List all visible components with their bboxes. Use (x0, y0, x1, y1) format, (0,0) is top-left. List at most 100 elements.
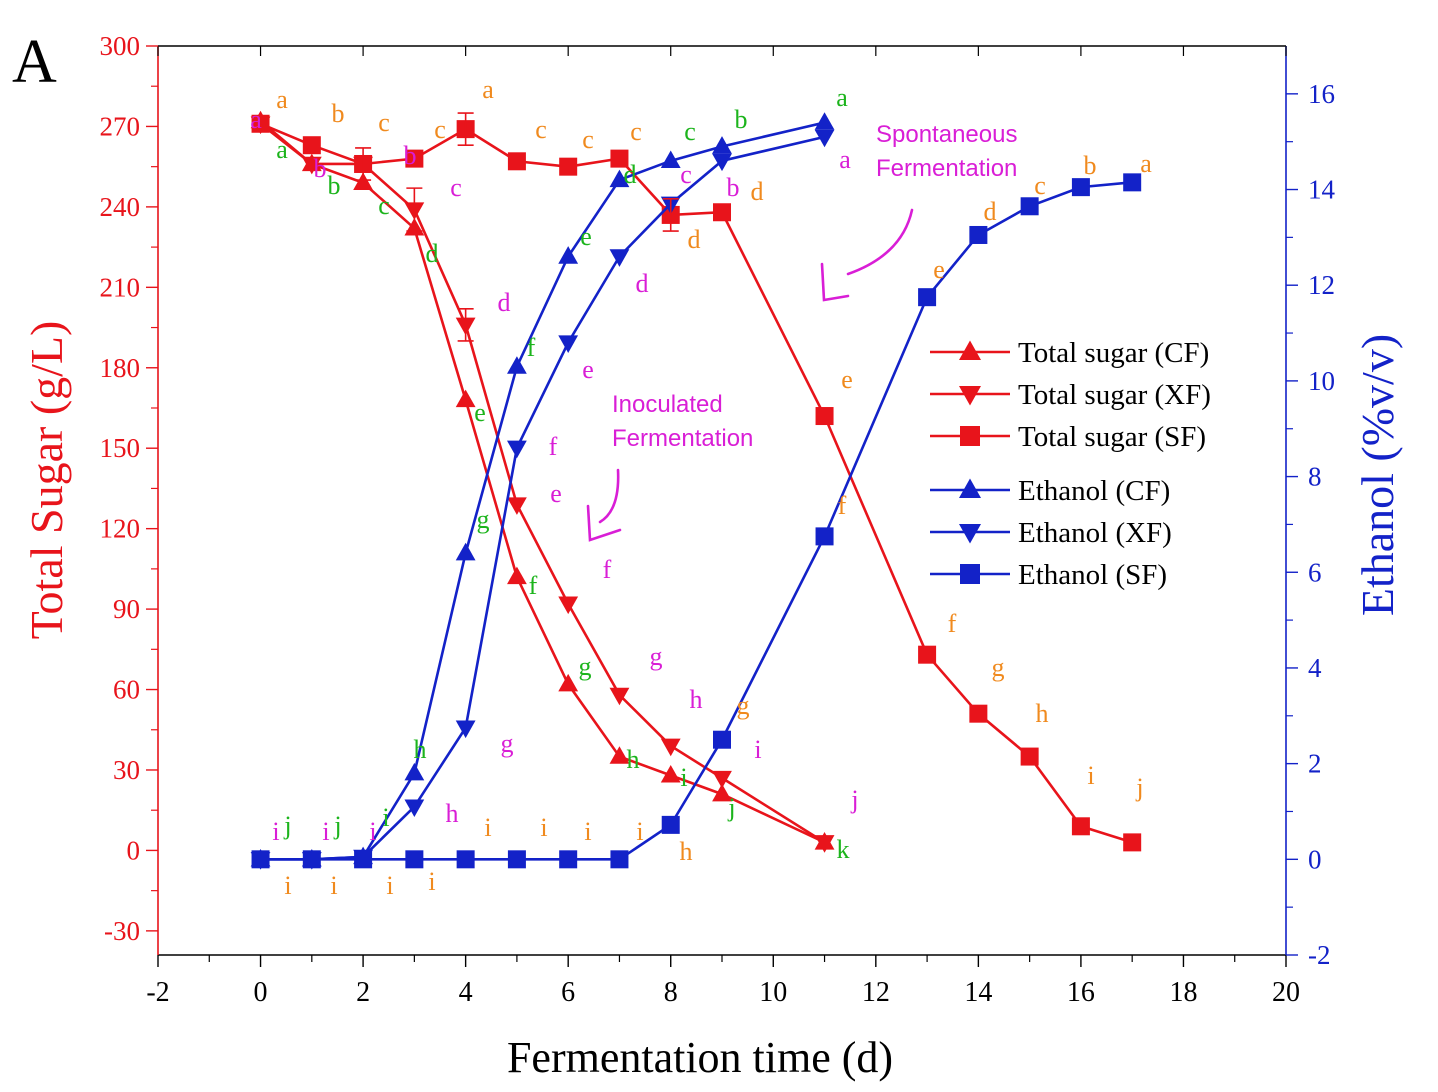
x-tick-label: 6 (561, 977, 575, 1008)
data-point (558, 246, 579, 264)
significance-letter: j (850, 785, 858, 814)
data-point (456, 850, 475, 869)
y-left-tick-label: 270 (100, 111, 141, 141)
significance-letter: e (580, 222, 592, 251)
error-bar (457, 307, 474, 342)
y-right-tick-label: 2 (1308, 749, 1322, 779)
data-point (301, 156, 322, 175)
significance-letter: g (477, 505, 490, 534)
significance-letter: i (428, 867, 435, 896)
significance-letter: d (751, 177, 764, 206)
significance-letter: g (650, 642, 663, 671)
y-right-tick-label: 16 (1308, 79, 1335, 109)
significance-letter: g (737, 691, 750, 720)
data-point (815, 527, 834, 546)
legend: Total sugar (CF) Total sugar (XF) Total su… (930, 337, 1211, 591)
legend-entry: Total sugar (CF) (930, 337, 1209, 369)
significance-letter: c (378, 191, 390, 220)
data-point (712, 136, 732, 154)
y-left-tick-label: 30 (113, 755, 140, 785)
y-right-tick-label: 0 (1308, 844, 1322, 874)
data-point (455, 389, 476, 408)
significance-letter: c (450, 173, 462, 202)
y-right-tick-label: 10 (1308, 366, 1335, 396)
annotation-spontaneous: Spontaneous Fermentation (876, 121, 1024, 182)
y-right-tick-label: -2 (1308, 940, 1331, 970)
data-point (1020, 747, 1039, 766)
significance-letter: i (382, 803, 389, 832)
x-tick-label: -2 (146, 977, 169, 1008)
data-point (558, 673, 579, 692)
y-left-axis: -30 0 30 60 90 120 150 180 210 240 270 300 (100, 31, 158, 946)
data-point (559, 157, 578, 176)
legend-marker (959, 478, 981, 498)
significance-letter: a (839, 145, 851, 174)
data-point (404, 799, 425, 818)
y-right-tick-label: 12 (1308, 270, 1335, 300)
error-bar (457, 112, 474, 147)
legend-label: Total sugar (SF) (1018, 421, 1206, 453)
data-point (712, 153, 732, 172)
significance-letter: i (386, 871, 393, 900)
x-tick-label: 8 (664, 977, 678, 1008)
significance-letter: b (404, 141, 417, 170)
significance-letter: g (992, 653, 1005, 682)
legend-entry: Total sugar (XF) (930, 379, 1211, 411)
significance-letter: j (727, 793, 735, 822)
significance-letter: i (754, 735, 761, 764)
data-point (609, 169, 630, 188)
significance-letter: g (579, 652, 592, 681)
significance-letter: c (680, 160, 692, 189)
legend-marker (960, 426, 980, 446)
significance-letter: e (474, 398, 486, 427)
legend-label: Ethanol (SF) (1018, 559, 1167, 591)
series-ethanol-sf (251, 173, 1142, 869)
x-tick-label: 4 (459, 977, 473, 1008)
significance-letter: f (529, 571, 538, 600)
y-right-tick-label: 14 (1308, 175, 1336, 205)
significance-letter: d (984, 197, 997, 226)
significance-letter: c (434, 115, 446, 144)
significance-letter: i (369, 817, 376, 846)
error-bar (662, 198, 679, 232)
y-right-axis: -2 0 2 4 6 8 10 12 14 16 (1286, 79, 1336, 970)
data-point (609, 249, 630, 267)
data-point (1123, 173, 1142, 192)
annotation-inoculated: Inoculated Fermentation (612, 391, 753, 452)
y-left-tick-label: 90 (113, 594, 140, 624)
significance-letter: i (484, 813, 491, 842)
series-line (260, 121, 825, 861)
significance-letter: b (332, 99, 345, 128)
y-right-tick-label: 4 (1308, 653, 1322, 683)
data-point (404, 762, 425, 781)
significance-letter: i (272, 817, 279, 846)
series-layer (250, 110, 1142, 870)
significance-letter: h (414, 735, 427, 764)
significance-letter: b (314, 154, 327, 183)
x-tick-label: 10 (759, 977, 787, 1008)
legend-entry: Total sugar (SF) (930, 421, 1206, 453)
data-point (558, 596, 579, 615)
data-point (507, 566, 527, 585)
data-point (405, 149, 424, 168)
error-bars (355, 112, 679, 342)
significance-letter: a (276, 135, 288, 164)
significance-letter: c (684, 117, 696, 146)
significance-letter: c (630, 117, 642, 146)
data-point (302, 850, 321, 869)
plot-frame (157, 45, 1287, 956)
data-point (969, 704, 988, 723)
x-axis: -2 0 2 4 6 8 10 12 14 16 18 20 (146, 46, 1300, 1008)
series-line (259, 122, 826, 844)
data-point (609, 746, 630, 764)
data-point (507, 356, 527, 374)
data-point (815, 407, 834, 426)
y-left-tick-label: 210 (100, 272, 141, 302)
data-point (610, 850, 629, 869)
data-point (302, 136, 321, 155)
y-left-tick-label: 150 (100, 433, 141, 463)
significance-letter: i (636, 817, 643, 846)
y-left-axis-label: Total Sugar (g/L) (21, 321, 72, 640)
significance-letter: i (680, 763, 687, 792)
